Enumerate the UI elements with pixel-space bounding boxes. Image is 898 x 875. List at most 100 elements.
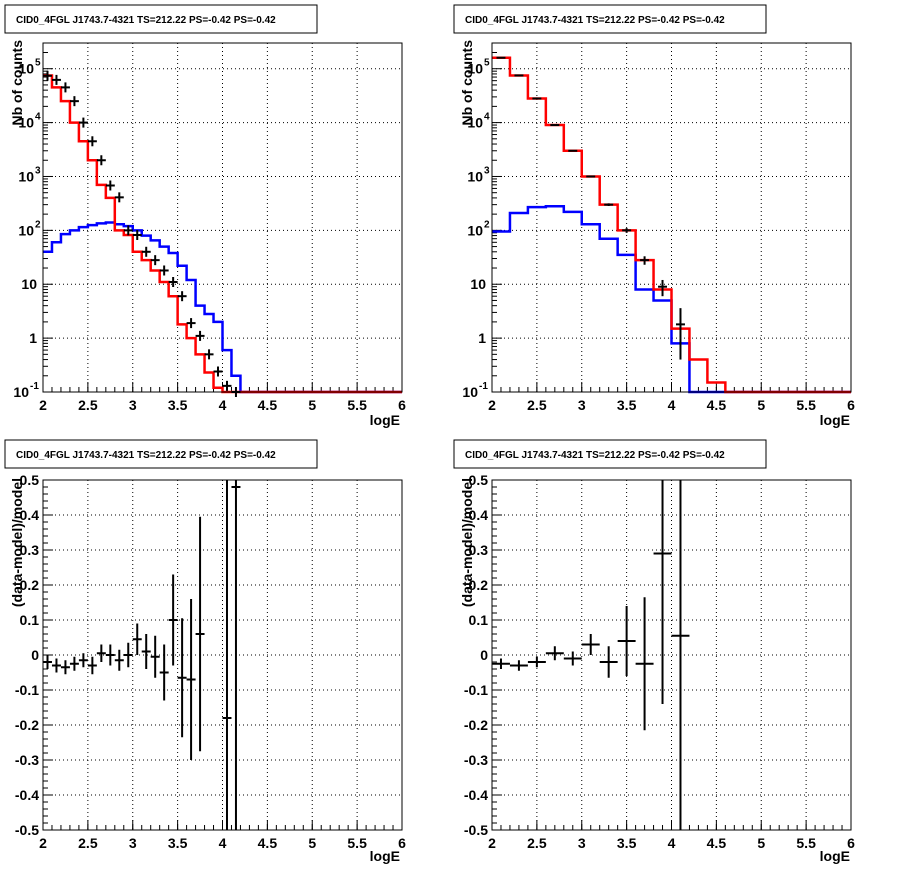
- x-tick-label: 5: [757, 835, 765, 851]
- y-tick-label-base: 10: [18, 115, 34, 131]
- x-tick-label: 2.5: [527, 397, 547, 413]
- y-tick-label-exponent: 2: [484, 219, 490, 230]
- y-tick-label: 0: [31, 647, 39, 663]
- x-tick-label: 5.5: [796, 397, 816, 413]
- title-box: [453, 4, 767, 34]
- y-tick-label: -0.1: [15, 682, 39, 698]
- x-tick-label: 3: [578, 397, 586, 413]
- y-tick-label: 0.5: [469, 472, 489, 488]
- y-tick-label: 0.3: [469, 542, 489, 558]
- y-tick-label: 1: [478, 330, 486, 346]
- x-axis-label: logE: [820, 848, 850, 864]
- y-axis-label: Nb of counts: [9, 40, 25, 126]
- panel-residual-coarse: CID0_4FGL J1743.7-4321 TS=212.22 PS=-0.4…: [453, 439, 855, 864]
- data-group: [43, 480, 241, 830]
- y-tick-label: 0.4: [20, 507, 40, 523]
- title-box: [4, 439, 318, 469]
- y-tick-label-base: 10: [18, 61, 34, 77]
- x-tick-label: 5: [308, 835, 316, 851]
- x-tick-label: 4: [668, 397, 676, 413]
- x-tick-label: 5.5: [347, 835, 367, 851]
- x-tick-label: 2: [39, 835, 47, 851]
- y-tick-label: 0.5: [20, 472, 40, 488]
- y-tick-label: -0.4: [15, 787, 39, 803]
- x-axis-label: logE: [370, 412, 400, 428]
- y-tick-label: 0.2: [469, 577, 489, 593]
- y-tick-label: -0.2: [15, 717, 39, 733]
- x-tick-label: 3: [129, 835, 137, 851]
- x-tick-label: 3: [578, 835, 586, 851]
- y-tick-label-base: 10: [467, 61, 483, 77]
- x-tick-label: 4: [219, 397, 227, 413]
- y-tick-label-base: 10: [467, 115, 483, 131]
- y-tick-label-base: 10: [18, 168, 34, 184]
- x-tick-label: 2: [488, 397, 496, 413]
- x-tick-label: 2.5: [78, 835, 98, 851]
- title-box: [4, 4, 318, 34]
- y-axis-label: (data-model)/model: [9, 478, 25, 607]
- y-tick-label-exponent: 2: [35, 219, 41, 230]
- y-tick-label: -0.1: [464, 682, 488, 698]
- x-tick-label: 3.5: [617, 397, 637, 413]
- y-tick-label: 10: [470, 276, 486, 292]
- y-tick-label-base: 10: [462, 384, 478, 400]
- x-tick-label: 3.5: [168, 397, 188, 413]
- axes-group: 2 2.5 3 3.5 4 4.5 5 5.5 6 -0.5 -0.4 -0.3 -0.2 -0.1 0 0.…: [464, 472, 855, 851]
- x-tick-label: 5: [308, 397, 316, 413]
- data-group: [492, 480, 690, 830]
- x-tick-label: 4.5: [258, 397, 278, 413]
- x-tick-label: 5: [757, 397, 765, 413]
- y-tick-label: -0.3: [464, 752, 488, 768]
- x-tick-label: 3.5: [617, 835, 637, 851]
- panel-counts-fine: CID0_4FGL J1743.7-4321 TS=212.22 PS=-0.4…: [4, 4, 406, 428]
- y-tick-label: -0.2: [464, 717, 488, 733]
- chart-title: CID0_4FGL J1743.7-4321 TS=212.22 PS=-0.4…: [465, 15, 725, 26]
- y-tick-label: 0.1: [469, 612, 489, 628]
- chart-title: CID0_4FGL J1743.7-4321 TS=212.22 PS=-0.4…: [16, 15, 276, 26]
- plot-frame: [42, 42, 403, 393]
- chart-title: CID0_4FGL J1743.7-4321 TS=212.22 PS=-0.4…: [16, 450, 276, 461]
- x-tick-label: 5.5: [347, 397, 367, 413]
- y-tick-label-base: 10: [13, 384, 29, 400]
- x-tick-label: 5.5: [796, 835, 816, 851]
- x-tick-label: 6: [398, 397, 406, 413]
- y-tick-label: -0.5: [15, 822, 39, 838]
- x-axis-label: logE: [820, 412, 850, 428]
- plot-frame: [42, 479, 403, 831]
- x-axis-label: logE: [370, 848, 400, 864]
- y-tick-label-exponent: 3: [35, 165, 41, 176]
- plot-frame: [491, 479, 852, 831]
- x-tick-label: 6: [398, 835, 406, 851]
- y-tick-label-exponent: 4: [35, 112, 41, 123]
- y-tick-label: 10: [21, 276, 37, 292]
- y-tick-label: -0.3: [15, 752, 39, 768]
- x-tick-label: 4: [219, 835, 227, 851]
- title-box: [453, 439, 767, 469]
- y-tick-label: -0.4: [464, 787, 488, 803]
- x-tick-label: 2.5: [78, 397, 98, 413]
- panel-counts-coarse: CID0_4FGL J1743.7-4321 TS=212.22 PS=-0.4…: [453, 4, 855, 428]
- x-tick-label: 4: [668, 835, 676, 851]
- y-tick-label: 0.2: [20, 577, 40, 593]
- x-tick-label: 2: [39, 397, 47, 413]
- y-tick-label-exponent: -1: [479, 381, 488, 392]
- y-tick-label: 0.4: [469, 507, 489, 523]
- panel-residual-fine: CID0_4FGL J1743.7-4321 TS=212.22 PS=-0.4…: [4, 439, 406, 864]
- x-tick-label: 2: [488, 835, 496, 851]
- x-tick-label: 4.5: [258, 835, 278, 851]
- y-tick-label-exponent: 3: [484, 165, 490, 176]
- y-tick-label-exponent: 5: [35, 58, 41, 69]
- y-tick-label: 0: [480, 647, 488, 663]
- y-tick-label-base: 10: [467, 168, 483, 184]
- y-tick-label: -0.5: [464, 822, 488, 838]
- y-axis-label: Nb of counts: [459, 40, 475, 126]
- x-tick-label: 4.5: [707, 397, 727, 413]
- y-tick-label-exponent: 5: [484, 58, 490, 69]
- x-tick-label: 6: [847, 835, 855, 851]
- x-tick-label: 2.5: [527, 835, 547, 851]
- chart-title: CID0_4FGL J1743.7-4321 TS=212.22 PS=-0.4…: [465, 450, 725, 461]
- x-tick-label: 3.5: [168, 835, 188, 851]
- y-tick-label: 0.1: [20, 612, 40, 628]
- x-tick-label: 4.5: [707, 835, 727, 851]
